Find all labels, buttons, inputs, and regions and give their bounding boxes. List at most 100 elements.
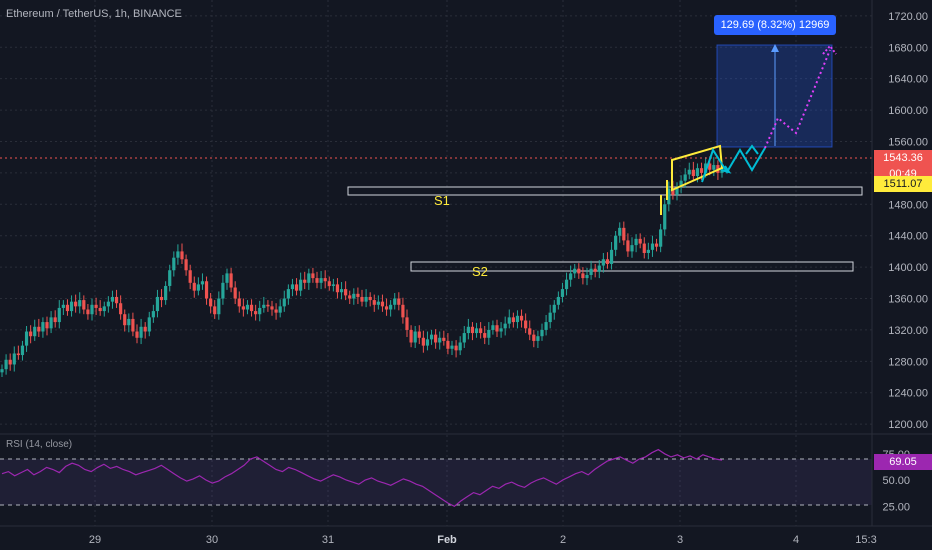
x-tick-label: 2 — [560, 534, 566, 546]
x-tick-label: 31 — [322, 534, 334, 546]
last-price-tag: 1543.36 — [874, 150, 932, 166]
candle-body — [12, 353, 16, 365]
candle-body — [450, 345, 454, 349]
candle-body — [483, 333, 487, 338]
candle-body — [213, 306, 217, 315]
candle-body — [503, 323, 507, 329]
candle-body — [417, 331, 421, 338]
candle-body — [204, 281, 209, 299]
y-tick-label: 1360.00 — [888, 294, 928, 306]
candle-body — [33, 326, 37, 337]
candle-body — [556, 296, 560, 305]
measure-label[interactable]: 129.69 (8.32%) 12969 — [714, 15, 836, 35]
candle-body — [168, 270, 172, 286]
candle-body — [180, 251, 184, 260]
candle-body — [487, 329, 491, 338]
candle-body — [519, 315, 524, 321]
candle-body — [131, 318, 135, 332]
candle-body — [511, 317, 515, 323]
candle-body — [114, 296, 119, 304]
candle-body — [667, 188, 671, 205]
candle-body — [245, 304, 250, 310]
x-tick-label: 15:3 — [855, 534, 876, 546]
candle-body — [618, 227, 622, 236]
candle-body — [143, 326, 147, 332]
candle-body — [254, 311, 258, 315]
y-tick-label: 1600.00 — [888, 105, 928, 117]
y-tick-label: 1560.00 — [888, 136, 928, 148]
candle-body — [589, 268, 593, 275]
candle-body — [217, 298, 221, 315]
candle-body — [323, 278, 327, 282]
candle-body — [376, 301, 380, 305]
candle-body — [94, 304, 98, 308]
candle-body — [82, 300, 86, 310]
rsi-panel[interactable] — [0, 433, 932, 508]
chart-title: Ethereum / TetherUS, 1h, BINANCE — [6, 8, 182, 20]
pennant-pattern[interactable] — [671, 144, 724, 192]
y-tick-label: 1480.00 — [888, 199, 928, 211]
rsi-tick-label: 50.00 — [882, 475, 910, 487]
y-tick-label: 1440.00 — [888, 231, 928, 243]
candle-body — [262, 304, 266, 308]
candle-body — [609, 249, 614, 264]
candle-body — [90, 304, 94, 315]
candle-body — [37, 326, 41, 332]
zigzag-projection[interactable] — [701, 147, 766, 183]
candle-body — [642, 243, 646, 253]
candle-body — [290, 284, 295, 290]
candle-body — [646, 249, 650, 253]
candle-body — [454, 345, 458, 351]
y-tick-label: 1720.00 — [888, 11, 928, 23]
candle-body — [352, 293, 356, 299]
candle-body — [266, 304, 270, 307]
candle-body — [200, 281, 205, 285]
candle-body — [573, 268, 577, 274]
candle-body — [372, 300, 376, 305]
candle-body — [24, 331, 29, 346]
candle-body — [339, 289, 344, 293]
candle-body — [69, 301, 74, 312]
candle-body — [123, 314, 127, 326]
candle-body — [491, 325, 495, 330]
support-zone-s2[interactable] — [410, 261, 854, 272]
candle-body — [282, 298, 286, 307]
candle-body — [4, 359, 8, 370]
candle-body — [225, 273, 229, 283]
candle-body — [0, 369, 4, 373]
candle-body — [303, 279, 307, 283]
candle-body — [294, 284, 299, 291]
candle-body — [605, 259, 610, 264]
candle-body — [397, 298, 401, 305]
dotted-target-path[interactable] — [764, 49, 831, 149]
candle-body — [53, 317, 57, 323]
candle-body — [638, 238, 642, 244]
candle-body — [41, 322, 45, 332]
x-tick-label: 4 — [793, 534, 799, 546]
candle-body — [221, 282, 225, 299]
y-tick-label: 1200.00 — [888, 419, 928, 431]
candle-body — [569, 273, 573, 280]
candle-body — [299, 279, 303, 291]
candle-body — [601, 259, 605, 266]
candle-body — [434, 334, 438, 343]
support-zone-s1[interactable] — [347, 186, 863, 196]
candle-body — [389, 304, 393, 310]
candle-body — [626, 240, 630, 252]
candle-body — [360, 296, 364, 302]
candle-body — [237, 298, 241, 307]
candle-body — [176, 251, 180, 258]
candle-body — [155, 296, 160, 312]
candle-body — [708, 163, 712, 170]
candle-body — [622, 227, 626, 241]
zigzag-arrow-a — [720, 165, 732, 174]
candle-body — [57, 307, 61, 323]
candle-body — [49, 317, 53, 329]
candle-body — [135, 331, 139, 338]
candle-body — [671, 188, 675, 195]
candle-body — [311, 273, 315, 279]
x-tick-label: 3 — [677, 534, 683, 546]
candle-body — [249, 304, 254, 312]
candle-body — [20, 345, 25, 356]
